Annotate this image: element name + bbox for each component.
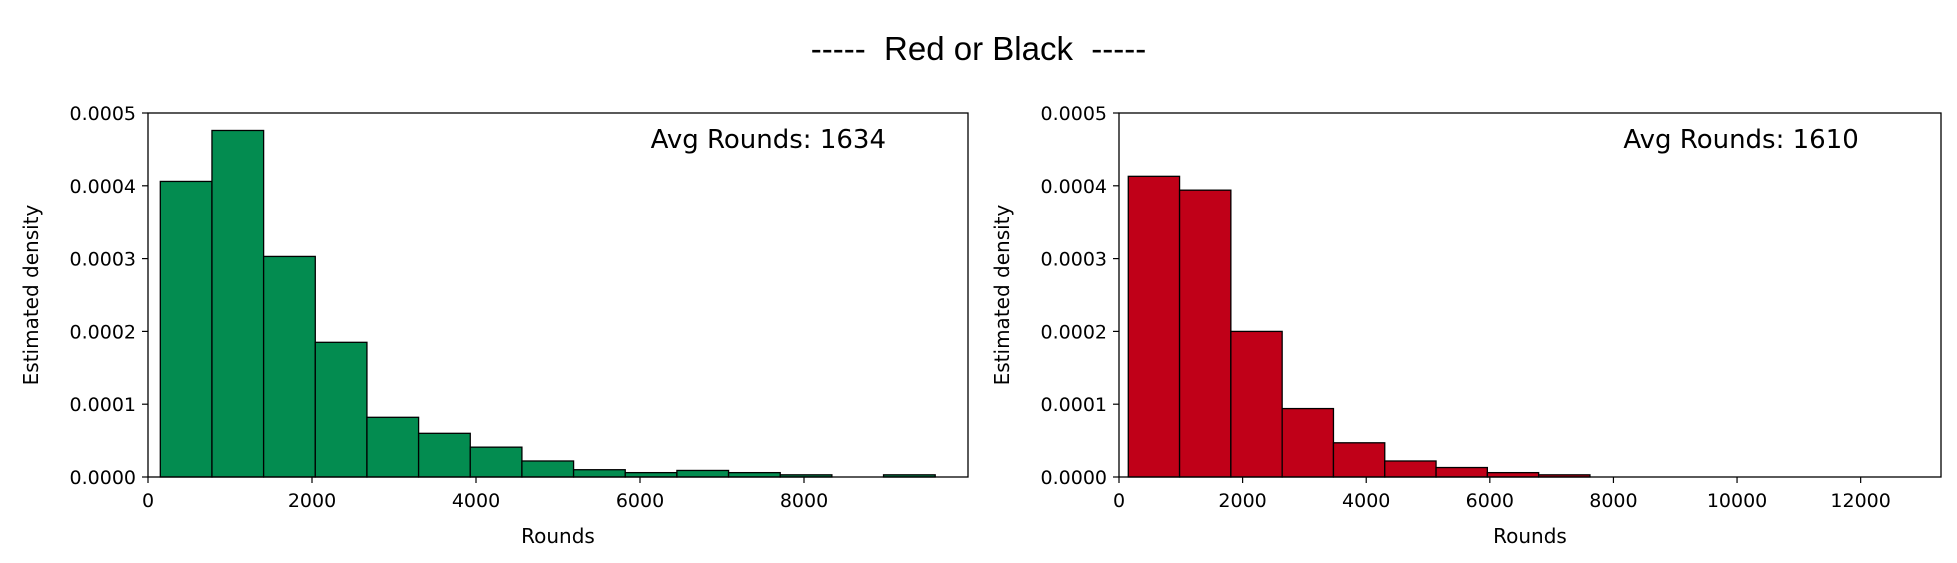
x-tick-label: 8000 [1589, 490, 1637, 512]
x-axis-label: Rounds [1493, 524, 1567, 548]
x-tick-label: 12000 [1830, 490, 1890, 512]
histogram-green: 0 2000 4000 6000 8000 0.0000 0.0001 0.0002 0.000… [19, 103, 969, 548]
x-tick-label: 4000 [452, 490, 500, 512]
y-tick-label: 0.0002 [70, 321, 136, 343]
axes-frame [147, 112, 969, 478]
histogram-bar [1384, 460, 1437, 478]
x-tick-label: 10000 [1707, 490, 1767, 512]
y-tick-label: 0.0001 [1041, 394, 1107, 416]
x-tick-label: 6000 [1466, 490, 1514, 512]
x-tick-label: 0 [1113, 490, 1125, 512]
y-tick-label: 0.0003 [70, 249, 136, 271]
histogram-bar [314, 341, 368, 478]
x-tick-label: 0 [142, 490, 154, 512]
histogram-bar [1127, 175, 1181, 478]
x-axis-label: Rounds [521, 524, 595, 548]
histogram-bar [1178, 189, 1232, 478]
avg-rounds-annotation: Avg Rounds: 1610 [1623, 125, 1858, 155]
y-axis-label: Estimated density [19, 204, 43, 385]
axes-frame [1118, 112, 1942, 478]
y-tick-label: 0.0005 [1041, 103, 1107, 125]
y-tick-label: 0.0001 [70, 394, 136, 416]
histogram-bar [1486, 471, 1540, 478]
histogram-bar [1435, 466, 1489, 478]
histogram-bar [262, 255, 316, 478]
histogram-bar [1230, 330, 1283, 478]
y-tick-label: 0.0003 [1041, 249, 1107, 271]
y-tick-label: 0.0000 [70, 467, 136, 489]
avg-rounds-annotation: Avg Rounds: 1634 [651, 125, 886, 155]
y-tick-label: 0.0000 [1041, 467, 1107, 489]
x-tick-label: 2000 [1218, 490, 1266, 512]
y-tick-label: 0.0004 [70, 176, 136, 198]
y-axis-label: Estimated density [990, 204, 1014, 385]
histogram-bar [159, 180, 213, 478]
x-tick-label: 2000 [288, 490, 336, 512]
histogram-bar [1281, 407, 1335, 478]
y-tick-label: 0.0004 [1041, 176, 1107, 198]
x-tick-label: 8000 [780, 490, 828, 512]
y-tick-label: 0.0002 [1041, 321, 1107, 343]
y-tick-label: 0.0005 [70, 103, 136, 125]
histogram-bar [1332, 442, 1386, 478]
x-tick-label: 4000 [1342, 490, 1390, 512]
figure-title: ----- Red or Black ----- [810, 30, 1147, 67]
x-tick-label: 6000 [616, 490, 664, 512]
